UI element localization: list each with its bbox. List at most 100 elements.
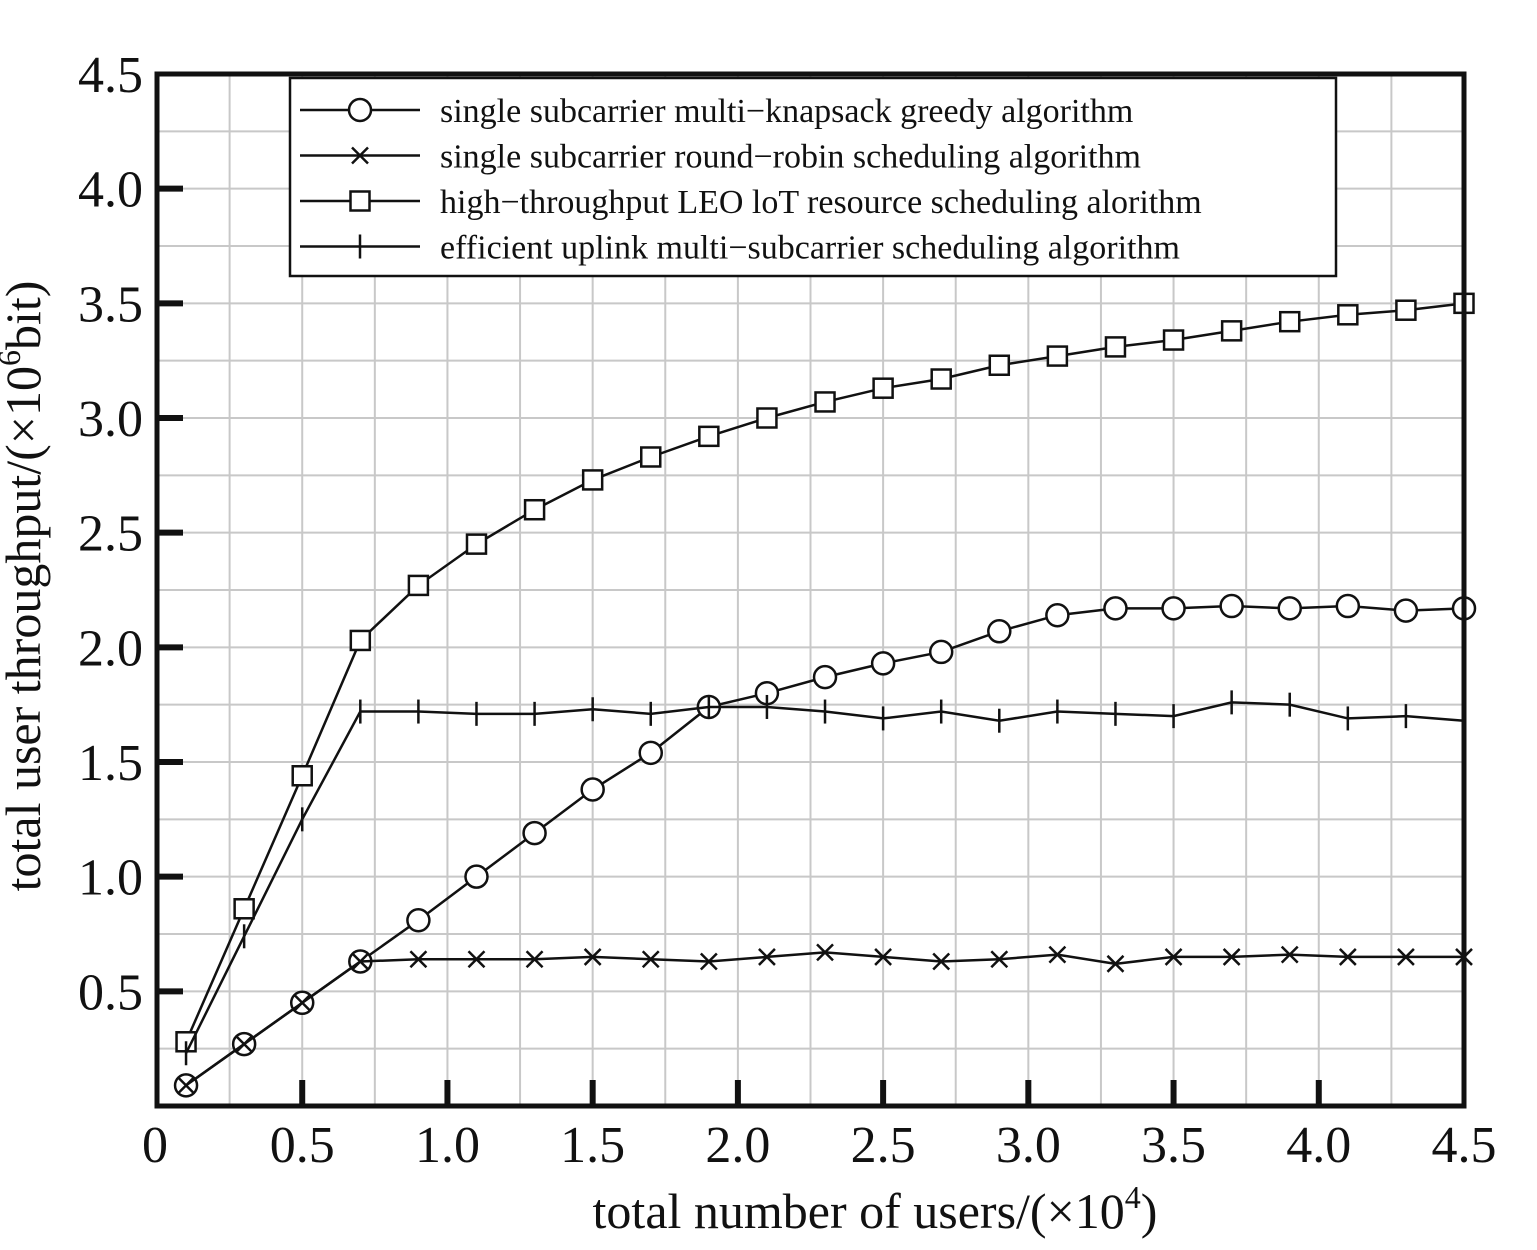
y-tick-label: 3.0 (78, 391, 143, 448)
data-point-square (930, 368, 952, 390)
data-point-square (1337, 304, 1359, 326)
y-tick-label: 1.5 (78, 735, 143, 792)
legend-items: single subcarrier multi−knapsack greedy … (300, 93, 1202, 267)
x-tick-label: 1.0 (415, 1117, 480, 1174)
data-point-x (351, 952, 370, 971)
data-point-x (525, 950, 544, 969)
data-point-x (816, 943, 834, 962)
data-point-square (581, 469, 604, 491)
data-point-square (1046, 345, 1069, 367)
x-axis-title: total number of users/(×104) (593, 1179, 1158, 1239)
legend: single subcarrier multi−knapsack greedy … (288, 76, 1338, 278)
x-axis-title-superscript: 4 (1125, 1179, 1141, 1215)
y-tick-label: 2.0 (78, 620, 143, 677)
data-point-circle (1045, 602, 1070, 628)
data-point-square (407, 574, 430, 597)
legend-item: efficient uplink multi−subcarrier schedu… (300, 230, 1180, 267)
data-point-x (699, 952, 718, 971)
x-tick-label: 3.0 (996, 1117, 1061, 1174)
data-point-circle (406, 907, 431, 933)
legend-box (288, 76, 1338, 278)
x-tick-label: 2.0 (705, 1117, 770, 1174)
legend-item: high−throughput LEO loT resource schedul… (300, 184, 1202, 221)
y-axis-title-end: bit) (0, 281, 51, 350)
x-tick-label: 1.5 (560, 1117, 625, 1174)
data-point-circle (522, 820, 547, 846)
data-point-x (1222, 948, 1241, 966)
data-point-x (1164, 948, 1183, 966)
y-axis-title-main: total user throughput/(×10 (0, 366, 51, 891)
tick-labels: 0 0.5 1.0 1.5 2.0 2.5 3.0 3.5 4.0 4.5 0.5 1.0 1.5 2.0… (78, 47, 1497, 1174)
data-point-square (640, 446, 662, 468)
data-point-circle (464, 864, 489, 889)
legend-label: efficient uplink multi−subcarrier schedu… (440, 230, 1180, 267)
x-axis-title-main: total number of users/(×10 (593, 1183, 1125, 1239)
data-point-square (1395, 299, 1417, 321)
data-point-x (409, 950, 428, 969)
data-point-circle (1393, 598, 1419, 623)
x-tick-label: 2.5 (851, 1117, 916, 1174)
data-point-x (177, 1076, 195, 1095)
data-point-square (698, 425, 720, 448)
x-tick-label: 0 (142, 1117, 168, 1174)
data-point-circle (812, 664, 838, 690)
y-tick-label: 0.5 (78, 964, 143, 1021)
data-point-x (932, 952, 951, 971)
x-axis-title-end: ) (1141, 1183, 1158, 1239)
series-square (175, 292, 1475, 1053)
plot-frame (154, 71, 1467, 1109)
data-point-square (1104, 336, 1127, 358)
data-point-circle (870, 651, 896, 676)
y-tick-label: 2.5 (78, 506, 143, 563)
data-point-square (291, 765, 313, 787)
data-point-square (523, 498, 546, 521)
data-point-square (465, 533, 488, 555)
data-point-square (872, 377, 894, 399)
legend-label: high−throughput LEO loT resource schedul… (440, 184, 1202, 221)
x-tick-label: 0.5 (270, 1117, 335, 1174)
legend-item: single subcarrier multi−knapsack greedy … (300, 93, 1133, 130)
x-tick-label: 3.5 (1141, 1117, 1206, 1174)
y-tick-label: 4.0 (78, 162, 143, 219)
series-layer (173, 292, 1477, 1098)
data-point-circle (1103, 596, 1128, 621)
data-point-square (1162, 329, 1185, 351)
data-point-circle (1161, 596, 1186, 621)
y-tick-label: 4.5 (78, 47, 143, 104)
y-tick-label: 3.5 (78, 276, 143, 333)
data-point-x (351, 146, 369, 165)
legend-item: single subcarrier round−robin scheduling… (300, 139, 1141, 176)
data-point-circle (928, 639, 954, 665)
data-point-circle (987, 619, 1012, 644)
data-point-square (233, 898, 255, 920)
data-point-square (756, 407, 778, 429)
legend-label: single subcarrier round−robin scheduling… (440, 139, 1141, 176)
data-point-x (1397, 948, 1415, 966)
data-point-circle (580, 777, 605, 802)
y-axis-title-superscript: 6 (0, 350, 27, 366)
data-point-x (990, 950, 1009, 969)
axis-ticks (157, 185, 1322, 1106)
data-point-circle (1219, 593, 1244, 619)
data-point-circle (1277, 596, 1302, 621)
data-point-square (988, 354, 1011, 377)
y-axis-title: total user throughput/(×106bit) (0, 281, 51, 892)
data-point-x (235, 1035, 254, 1053)
legend-label: single subcarrier multi−knapsack greedy … (440, 93, 1133, 130)
data-point-x (874, 948, 892, 966)
x-tick-label: 4.0 (1286, 1117, 1351, 1174)
data-point-x (1338, 948, 1357, 966)
data-point-square (1220, 320, 1243, 342)
data-point-x (293, 993, 312, 1012)
data-point-square (349, 629, 372, 652)
data-point-x (1106, 954, 1125, 973)
data-point-circle (347, 97, 373, 123)
data-point-x (1280, 945, 1299, 964)
data-point-circle (638, 740, 664, 766)
series-x (177, 943, 1473, 1095)
data-point-square (349, 190, 371, 212)
data-point-x (467, 950, 486, 969)
data-point-x (641, 950, 660, 969)
data-point-x (758, 948, 776, 966)
